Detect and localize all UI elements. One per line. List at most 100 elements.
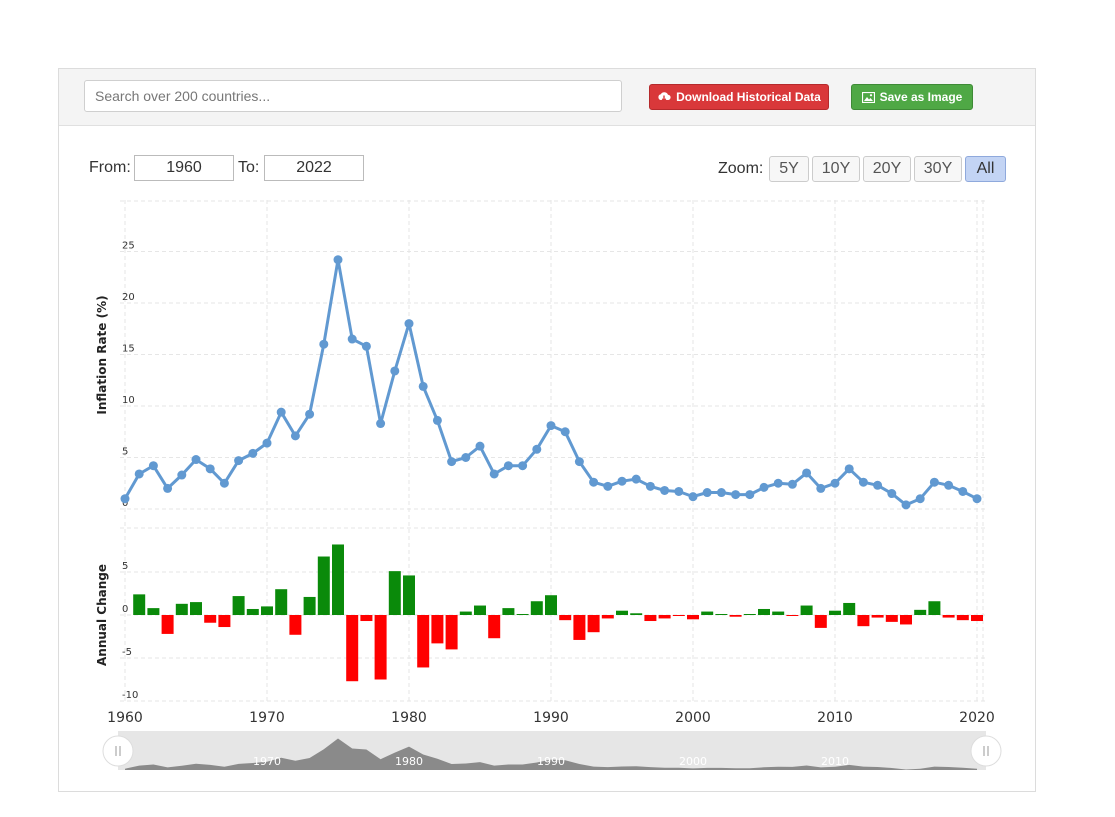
inflation-point	[333, 255, 343, 265]
upper-y-tick-label: 5	[122, 447, 128, 458]
zoom-20y-button[interactable]: 20Y	[863, 156, 911, 182]
annual-change-bar	[587, 615, 600, 633]
annual-change-bar	[488, 615, 501, 639]
inflation-point	[631, 474, 641, 484]
annual-change-bar	[502, 608, 515, 615]
annual-change-bar	[885, 615, 898, 622]
inflation-point	[163, 483, 173, 493]
annual-change-bar	[545, 595, 557, 615]
lower-y-tick-label: 0	[122, 604, 128, 615]
annual-change-bar	[573, 615, 586, 640]
annual-change-bar	[332, 544, 344, 615]
annual-change-bar	[289, 615, 302, 635]
upper-y-tick-label: 0	[122, 498, 128, 509]
x-tick-label: 1960	[107, 710, 143, 726]
upper-y-tick-label: 20	[122, 292, 135, 303]
annual-change-bar	[516, 614, 529, 615]
navigator-area	[125, 738, 977, 770]
save-as-image-button[interactable]: Save as Image	[851, 84, 973, 110]
inflation-point	[589, 477, 599, 487]
to-year-input[interactable]	[264, 155, 364, 181]
annual-change-bar	[303, 596, 316, 615]
annual-change-bar	[843, 602, 856, 615]
chart-widget: Download Historical Data Save as Image F…	[58, 68, 1036, 792]
annual-change-bar	[814, 615, 827, 628]
download-historical-data-button[interactable]: Download Historical Data	[649, 84, 829, 110]
annual-change-bar	[971, 615, 983, 622]
navigator-tick-label: 2000	[679, 755, 707, 768]
inflation-point	[617, 476, 627, 486]
inflation-point	[319, 339, 329, 349]
annual-change-bar	[829, 610, 841, 615]
annual-change-bar	[786, 615, 799, 616]
annual-change-bar	[459, 611, 472, 615]
navigator-tick-label: 1980	[395, 755, 423, 768]
inflation-point	[177, 470, 187, 480]
x-tick-label: 1970	[249, 710, 285, 726]
inflation-point	[191, 455, 201, 465]
navigator-left-handle[interactable]	[102, 735, 134, 767]
annual-change-bar	[900, 615, 912, 625]
inflation-point	[773, 478, 783, 488]
annual-change-bar	[758, 608, 770, 615]
from-year-input[interactable]	[134, 155, 234, 181]
annual-change-bar	[559, 615, 572, 621]
annual-change-bar	[800, 605, 813, 615]
inflation-point	[574, 457, 584, 467]
x-tick-label: 2010	[817, 710, 853, 726]
inflation-point	[205, 464, 215, 474]
inflation-point	[901, 500, 911, 510]
annual-change-bar	[317, 556, 330, 615]
search-input[interactable]	[84, 80, 622, 112]
zoom-30y-button[interactable]: 30Y	[914, 156, 962, 182]
annual-change-bar	[914, 609, 927, 615]
inflation-point	[120, 494, 130, 504]
inflation-point	[546, 421, 556, 431]
inflation-point	[830, 478, 840, 488]
annual-change-bar	[161, 615, 174, 634]
annual-change-bar	[942, 615, 955, 618]
annual-change-bar	[346, 615, 359, 682]
from-label: From:	[89, 159, 131, 176]
annual-change-bar	[658, 615, 671, 619]
inflation-point	[944, 480, 954, 490]
annual-change-bar	[374, 615, 387, 680]
inflation-point	[418, 381, 428, 391]
inflation-point	[518, 461, 528, 471]
annual-change-bar	[616, 610, 628, 615]
annual-change-bar	[388, 571, 401, 615]
inflation-point	[305, 409, 315, 419]
inflation-point	[489, 469, 499, 479]
inflation-point	[816, 483, 826, 493]
annual-change-bar	[701, 611, 714, 615]
inflation-point	[887, 489, 897, 499]
inflation-point	[432, 415, 442, 425]
zoom-10y-button[interactable]: 10Y	[812, 156, 860, 182]
x-tick-label: 1980	[391, 710, 427, 726]
lower-y-axis-label: Annual Change	[95, 564, 109, 666]
upper-y-tick-label: 15	[122, 344, 135, 355]
zoom-5y-button[interactable]: 5Y	[769, 156, 809, 182]
annual-change-bar	[956, 615, 969, 621]
image-icon	[861, 91, 875, 103]
x-axis-ticks: 1960 1970 1980 1990 2000 2010 2020	[107, 710, 995, 726]
annual-change-bar	[857, 615, 870, 627]
inflation-points	[120, 255, 982, 510]
zoom-label: Zoom:	[718, 160, 764, 177]
annual-change-bars	[133, 544, 983, 682]
navigator[interactable]: 1970 1980 1990 2000 2010	[102, 731, 1002, 770]
lower-y-tick-label: 5	[122, 561, 128, 572]
inflation-point	[248, 448, 258, 458]
annual-change-bar	[204, 615, 217, 623]
annual-change-bar	[630, 613, 643, 615]
zoom-all-button[interactable]: All	[965, 156, 1006, 182]
annual-change-bar	[417, 615, 430, 668]
inflation-point	[702, 488, 712, 498]
annual-change-bar	[687, 615, 699, 620]
navigator-tick-label: 1970	[253, 755, 281, 768]
annual-change-bar	[403, 575, 415, 615]
navigator-right-handle[interactable]	[970, 735, 1002, 767]
inflation-point	[532, 444, 542, 454]
inflation-point	[290, 431, 300, 441]
